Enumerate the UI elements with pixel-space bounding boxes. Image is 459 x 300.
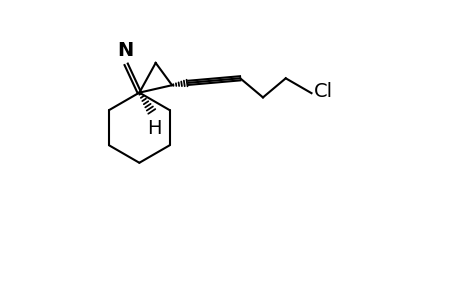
- Text: N: N: [117, 41, 133, 61]
- Text: H: H: [146, 119, 161, 138]
- Text: Cl: Cl: [313, 82, 332, 101]
